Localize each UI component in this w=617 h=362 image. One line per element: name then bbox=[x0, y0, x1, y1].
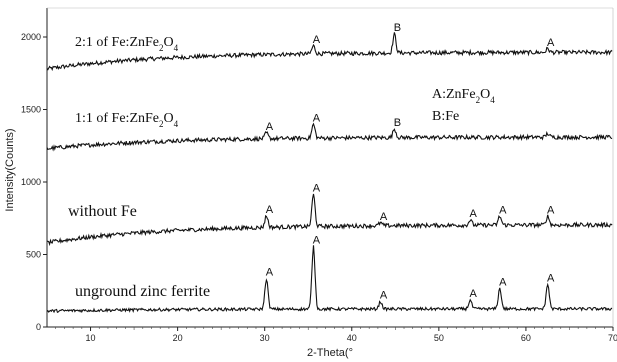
peak-label: B bbox=[394, 22, 401, 34]
y-tick-label: 1000 bbox=[21, 177, 41, 187]
label-part: 4 bbox=[174, 43, 179, 53]
y-axis-title: Intensity(Counts) bbox=[4, 128, 16, 211]
x-tick-label: 10 bbox=[86, 333, 96, 343]
peak-label: A bbox=[470, 288, 478, 300]
peak-label: A bbox=[547, 272, 555, 284]
peak-label: A bbox=[266, 267, 274, 279]
peak-label: A bbox=[499, 277, 507, 289]
x-tick-label: 70 bbox=[608, 333, 617, 343]
legend-entry: A:ZnFe2O4 bbox=[432, 87, 495, 105]
label-part: O bbox=[480, 87, 490, 102]
peak-label: A bbox=[499, 204, 507, 216]
peak-label: A bbox=[547, 204, 555, 216]
plot-area bbox=[46, 7, 614, 328]
x-tick-label: 40 bbox=[347, 333, 357, 343]
peak-label: A bbox=[547, 37, 555, 49]
peak-label: A bbox=[313, 112, 321, 124]
label-part: 2 bbox=[159, 43, 164, 53]
x-tick-label: 60 bbox=[521, 333, 531, 343]
legend-entry: B:Fe bbox=[432, 109, 459, 124]
peak-label: B bbox=[394, 117, 401, 129]
x-tick-label: 50 bbox=[434, 333, 444, 343]
y-ticks: 0 500 1000 1500 2000 bbox=[21, 32, 47, 332]
y-tick-label: 2000 bbox=[21, 32, 41, 42]
series-line bbox=[46, 245, 613, 314]
series-name-label: 2:1 of Fe:ZnFe2O4 bbox=[75, 35, 179, 53]
y-tick-label: 1500 bbox=[21, 105, 41, 115]
series-line bbox=[46, 193, 613, 247]
peak-label: A bbox=[313, 34, 321, 46]
x-tick-label: 20 bbox=[173, 333, 183, 343]
label-part: 2 bbox=[476, 95, 481, 105]
x-ticks: 10 20 30 40 50 60 70 bbox=[55, 327, 617, 343]
label-part: ZnFe bbox=[446, 87, 476, 102]
peak-label: A bbox=[380, 211, 388, 223]
peak-label: A bbox=[313, 183, 321, 195]
label-part: 4 bbox=[174, 119, 179, 129]
x-axis-title: 2-Theta(° bbox=[307, 347, 353, 359]
peak-labels: A B A A A B A A A A A A A A A A A A bbox=[266, 22, 555, 302]
x-tick-label: 30 bbox=[260, 333, 270, 343]
legend-key: B: bbox=[432, 109, 445, 124]
legend: A:ZnFe2O4 B:Fe bbox=[432, 87, 495, 124]
peak-label: A bbox=[266, 121, 274, 133]
series-lines bbox=[46, 32, 613, 314]
label-part: 2 bbox=[159, 119, 164, 129]
y-tick-label: 0 bbox=[36, 322, 41, 332]
series-name-label: 1:1 of Fe:ZnFe2O4 bbox=[75, 111, 179, 129]
series-line bbox=[46, 32, 613, 72]
peak-label: A bbox=[313, 235, 321, 247]
label-part: O bbox=[164, 35, 174, 50]
peak-label: A bbox=[266, 204, 274, 216]
label-part: 4 bbox=[490, 95, 495, 105]
label-part: O bbox=[164, 111, 174, 126]
label-part: without Fe bbox=[68, 203, 137, 220]
series-line bbox=[46, 122, 613, 152]
label-part: unground zinc ferrite bbox=[75, 283, 210, 300]
peak-label: A bbox=[380, 290, 388, 302]
label-part: Fe bbox=[445, 109, 459, 124]
peak-label: A bbox=[470, 208, 478, 220]
y-tick-label: 500 bbox=[26, 250, 41, 260]
series-name-label: unground zinc ferrite bbox=[75, 283, 210, 300]
legend-key: A: bbox=[432, 87, 446, 102]
series-name-label: without Fe bbox=[68, 203, 137, 220]
label-part: 2:1 of Fe:ZnFe bbox=[75, 35, 159, 50]
label-part: 1:1 of Fe:ZnFe bbox=[75, 111, 159, 126]
